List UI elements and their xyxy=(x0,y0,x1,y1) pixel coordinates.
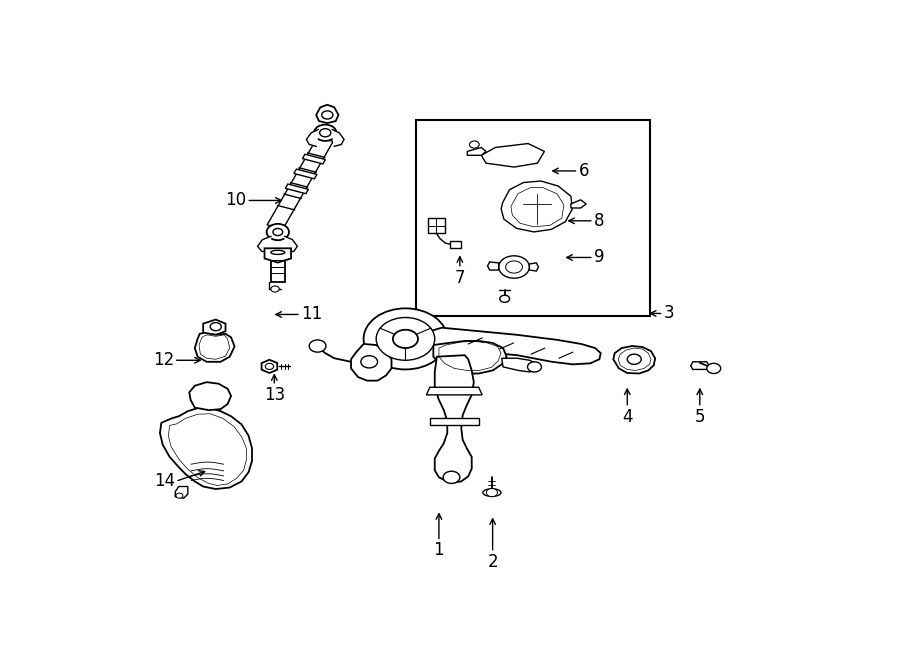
Circle shape xyxy=(470,141,479,148)
Polygon shape xyxy=(285,184,309,194)
Polygon shape xyxy=(482,143,544,167)
Circle shape xyxy=(266,224,289,240)
Text: 5: 5 xyxy=(695,408,705,426)
Polygon shape xyxy=(176,486,188,498)
Text: 10: 10 xyxy=(225,192,247,210)
Circle shape xyxy=(320,129,331,137)
Circle shape xyxy=(266,364,274,369)
Circle shape xyxy=(706,364,721,373)
Polygon shape xyxy=(265,249,291,262)
Polygon shape xyxy=(435,355,473,483)
Circle shape xyxy=(393,330,418,348)
Polygon shape xyxy=(271,253,284,282)
Ellipse shape xyxy=(483,488,501,496)
Polygon shape xyxy=(351,344,392,381)
Text: 7: 7 xyxy=(454,268,465,287)
Text: 4: 4 xyxy=(622,408,633,426)
Circle shape xyxy=(376,317,435,360)
Circle shape xyxy=(443,471,460,483)
Polygon shape xyxy=(430,418,479,426)
Circle shape xyxy=(627,354,641,364)
Circle shape xyxy=(310,340,326,352)
Polygon shape xyxy=(316,104,338,123)
Polygon shape xyxy=(302,154,326,164)
Polygon shape xyxy=(501,181,572,232)
Circle shape xyxy=(500,295,509,302)
Text: 8: 8 xyxy=(594,212,604,230)
Polygon shape xyxy=(501,358,538,372)
Polygon shape xyxy=(306,129,319,147)
Text: 9: 9 xyxy=(594,249,604,266)
Circle shape xyxy=(506,261,522,273)
Circle shape xyxy=(273,229,283,235)
Polygon shape xyxy=(488,262,499,270)
Circle shape xyxy=(527,362,542,372)
Text: 6: 6 xyxy=(579,162,589,180)
Text: 3: 3 xyxy=(663,305,674,323)
Text: 13: 13 xyxy=(264,386,285,404)
Circle shape xyxy=(361,356,378,368)
Polygon shape xyxy=(690,362,709,369)
Polygon shape xyxy=(203,319,226,335)
Polygon shape xyxy=(427,387,482,395)
Circle shape xyxy=(499,256,529,278)
Text: 11: 11 xyxy=(301,305,322,323)
Polygon shape xyxy=(294,169,317,179)
Circle shape xyxy=(314,125,337,141)
Polygon shape xyxy=(467,147,486,155)
Polygon shape xyxy=(331,129,344,147)
Polygon shape xyxy=(194,332,235,362)
Polygon shape xyxy=(189,382,231,410)
Text: 2: 2 xyxy=(487,553,498,570)
Polygon shape xyxy=(430,328,601,364)
Polygon shape xyxy=(428,218,445,233)
Polygon shape xyxy=(571,200,586,208)
Polygon shape xyxy=(257,236,272,253)
Polygon shape xyxy=(267,137,333,229)
Ellipse shape xyxy=(271,251,284,254)
Text: 1: 1 xyxy=(434,541,445,559)
Polygon shape xyxy=(284,236,297,253)
Circle shape xyxy=(364,308,447,369)
Polygon shape xyxy=(434,341,507,373)
Polygon shape xyxy=(450,241,461,248)
Circle shape xyxy=(486,488,498,496)
Polygon shape xyxy=(160,408,252,489)
Text: 14: 14 xyxy=(154,473,176,490)
Polygon shape xyxy=(613,346,655,373)
Polygon shape xyxy=(262,360,277,373)
Circle shape xyxy=(322,111,333,119)
Bar xyxy=(416,120,650,316)
Text: 12: 12 xyxy=(153,351,174,369)
Circle shape xyxy=(210,323,221,330)
Circle shape xyxy=(176,493,183,498)
Polygon shape xyxy=(529,263,538,271)
Circle shape xyxy=(271,286,279,292)
